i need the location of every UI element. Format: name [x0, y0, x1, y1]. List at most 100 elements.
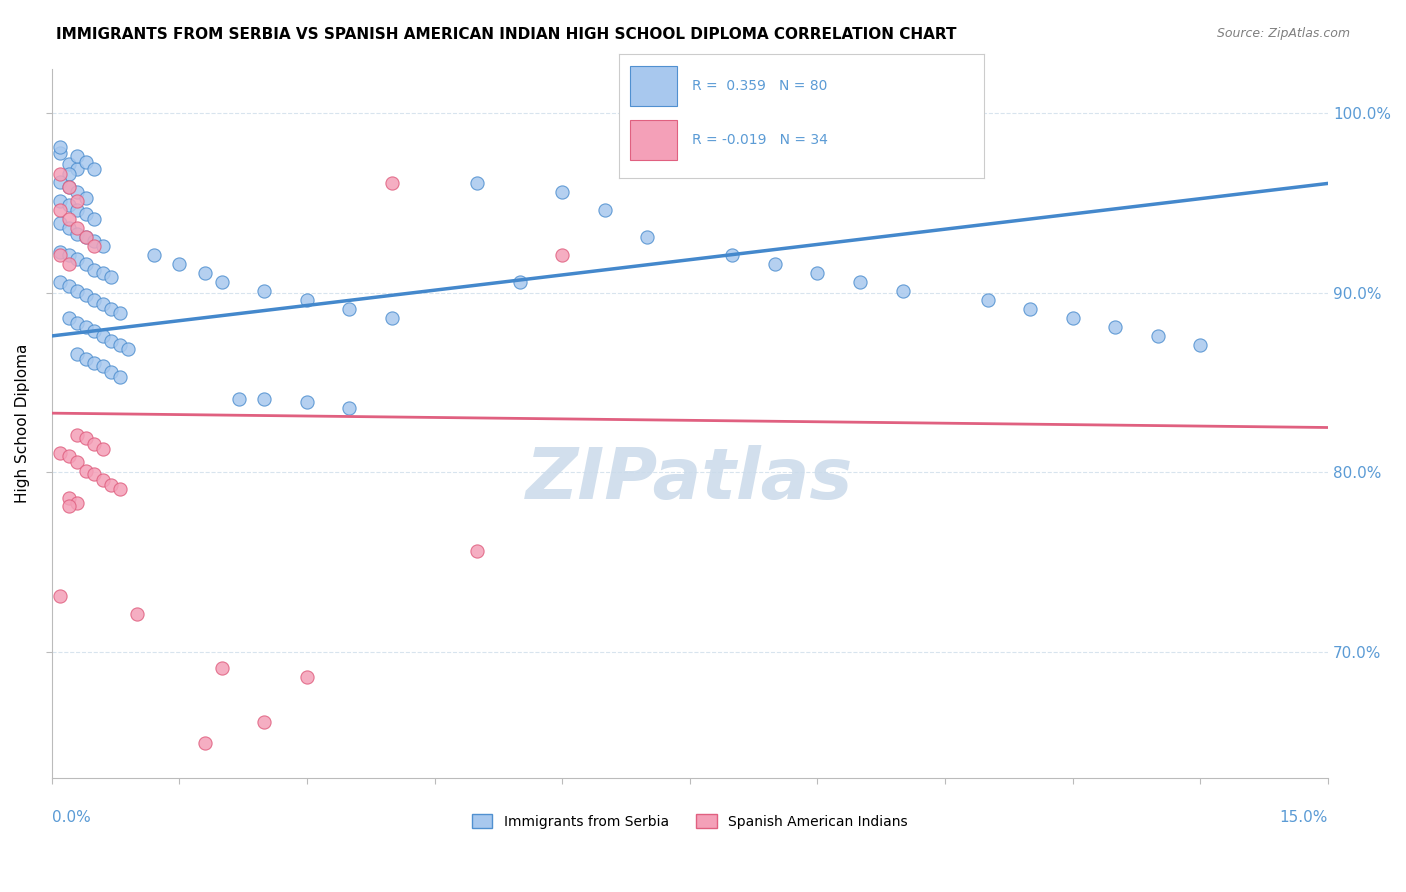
- Point: [75, 207, 97, 221]
- Text: 0.0%: 0.0%: [52, 810, 90, 825]
- Text: 15.0%: 15.0%: [1279, 810, 1329, 825]
- Point: [91, 359, 114, 374]
- Point: [58, 198, 80, 212]
- Point: [91, 442, 114, 456]
- Point: [49, 275, 72, 289]
- Text: R = -0.019   N = 34: R = -0.019 N = 34: [692, 133, 828, 146]
- Point: [75, 287, 97, 301]
- Point: [58, 311, 80, 326]
- Point: [75, 431, 97, 445]
- FancyBboxPatch shape: [630, 66, 678, 106]
- Y-axis label: High School Diploma: High School Diploma: [15, 343, 30, 503]
- Point: [49, 445, 72, 459]
- FancyBboxPatch shape: [630, 120, 678, 160]
- Point: [83, 239, 105, 253]
- Text: R =  0.359   N = 80: R = 0.359 N = 80: [692, 79, 827, 93]
- Point: [75, 464, 97, 478]
- Point: [721, 248, 744, 262]
- Point: [509, 275, 531, 289]
- Point: [83, 324, 105, 338]
- Point: [66, 496, 89, 510]
- Point: [108, 482, 131, 496]
- Point: [58, 449, 80, 463]
- Point: [142, 248, 165, 262]
- Point: [806, 266, 828, 280]
- Point: [75, 191, 97, 205]
- Text: ZIPatlas: ZIPatlas: [526, 445, 853, 515]
- Point: [66, 284, 89, 298]
- Point: [66, 317, 89, 331]
- Point: [66, 186, 89, 200]
- Point: [91, 329, 114, 343]
- Point: [381, 177, 404, 191]
- Point: [58, 491, 80, 505]
- Point: [83, 436, 105, 450]
- Point: [91, 239, 114, 253]
- Point: [976, 293, 998, 307]
- Text: Source: ZipAtlas.com: Source: ZipAtlas.com: [1216, 27, 1350, 40]
- Point: [66, 194, 89, 209]
- Point: [1062, 311, 1084, 326]
- Point: [58, 156, 80, 170]
- Point: [83, 234, 105, 248]
- Point: [49, 194, 72, 209]
- Point: [125, 607, 148, 622]
- Point: [295, 395, 318, 409]
- Text: IMMIGRANTS FROM SERBIA VS SPANISH AMERICAN INDIAN HIGH SCHOOL DIPLOMA CORRELATIO: IMMIGRANTS FROM SERBIA VS SPANISH AMERIC…: [56, 27, 956, 42]
- Point: [66, 455, 89, 469]
- Point: [465, 177, 488, 191]
- Point: [83, 212, 105, 227]
- Point: [763, 257, 786, 271]
- Point: [194, 266, 217, 280]
- Point: [100, 301, 122, 316]
- Point: [91, 473, 114, 487]
- Point: [49, 216, 72, 230]
- Point: [66, 227, 89, 241]
- Point: [1189, 338, 1212, 352]
- Point: [83, 356, 105, 370]
- Point: [49, 168, 72, 182]
- Point: [253, 714, 276, 729]
- Point: [253, 392, 276, 406]
- Point: [66, 347, 89, 361]
- Point: [58, 221, 80, 235]
- Point: [49, 203, 72, 218]
- Point: [58, 500, 80, 514]
- Point: [58, 257, 80, 271]
- Point: [551, 248, 574, 262]
- Point: [100, 334, 122, 349]
- Point: [339, 401, 361, 415]
- Point: [551, 186, 574, 200]
- Point: [49, 140, 72, 154]
- Point: [100, 478, 122, 492]
- Point: [49, 244, 72, 259]
- Point: [58, 168, 80, 182]
- Point: [636, 230, 658, 244]
- Point: [83, 467, 105, 482]
- Point: [66, 162, 89, 177]
- Point: [228, 392, 250, 406]
- Point: [211, 661, 233, 675]
- Point: [91, 266, 114, 280]
- Point: [49, 248, 72, 262]
- Point: [58, 278, 80, 293]
- Point: [75, 230, 97, 244]
- Legend: Immigrants from Serbia, Spanish American Indians: Immigrants from Serbia, Spanish American…: [465, 808, 914, 834]
- Point: [167, 257, 190, 271]
- Point: [194, 736, 217, 750]
- Point: [75, 320, 97, 334]
- Point: [91, 296, 114, 310]
- Point: [83, 262, 105, 277]
- Point: [100, 269, 122, 284]
- Point: [253, 284, 276, 298]
- Point: [465, 544, 488, 558]
- Point: [1147, 329, 1170, 343]
- Point: [211, 275, 233, 289]
- Point: [58, 212, 80, 227]
- Point: [66, 427, 89, 442]
- Point: [66, 149, 89, 163]
- Point: [66, 252, 89, 266]
- Point: [1104, 320, 1126, 334]
- Point: [75, 154, 97, 169]
- Point: [58, 248, 80, 262]
